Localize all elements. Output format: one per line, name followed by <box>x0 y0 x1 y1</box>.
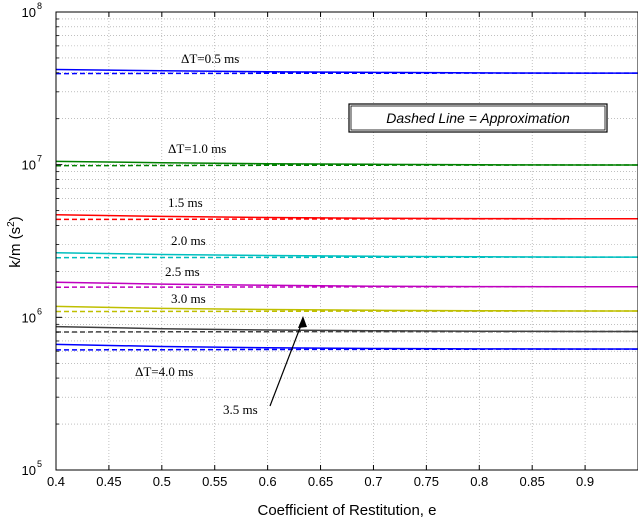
annotation-2-5: 2.5 ms <box>165 264 200 279</box>
y-tick-label: 10 <box>22 463 36 478</box>
x-tick-label: 0.8 <box>470 474 488 489</box>
series-line-solid <box>55 343 638 350</box>
annotation-1-5: 1.5 ms <box>168 195 203 210</box>
y-tick-label: 10 <box>22 158 36 173</box>
x-tick-label: 0.4 <box>47 474 65 489</box>
series-line-dashed <box>55 256 638 259</box>
series-line-solid <box>55 251 638 258</box>
x-tick-label: 0.5 <box>153 474 171 489</box>
svg-text:k/m (s2): k/m (s2) <box>6 216 24 267</box>
x-tick-label: 0.85 <box>520 474 545 489</box>
y-axis-label-text: k/m (s <box>7 227 24 268</box>
x-tick-label: 0.55 <box>202 474 227 489</box>
y-axis-label: k/m (s2) <box>6 216 24 267</box>
y-tick-label-exp: 6 <box>37 306 42 316</box>
x-tick-label: 0.7 <box>364 474 382 489</box>
annotation-labels: ΔT=0.5 ms ΔT=1.0 ms 1.5 ms 2.0 ms 2.5 ms… <box>135 51 258 417</box>
series-line-solid <box>55 305 638 312</box>
y-axis-label-close: ) <box>7 216 24 221</box>
series-layer <box>55 68 638 351</box>
y-tick-label-exp: 8 <box>37 1 42 11</box>
series-line-dashed <box>55 218 638 221</box>
grid <box>56 12 638 470</box>
plot-area-frame <box>55 11 638 471</box>
series-line-dashed <box>55 348 638 351</box>
y-tick-label-exp: 5 <box>37 459 42 469</box>
annotation-3-0: 3.0 ms <box>171 291 206 306</box>
annotation-dt-1-0: ΔT=1.0 ms <box>168 141 226 156</box>
series-line-solid <box>55 281 638 288</box>
x-tick-label: 0.9 <box>576 474 594 489</box>
annotation-2-0: 2.0 ms <box>171 233 206 248</box>
x-axis-label: Coefficient of Restitution, e <box>258 502 437 519</box>
series-line-solid <box>55 213 638 220</box>
series-line-dashed <box>55 330 638 333</box>
series-line-solid <box>55 325 638 333</box>
annotation-dt-4-0: ΔT=4.0 ms <box>135 364 193 379</box>
x-tick-label: 0.6 <box>259 474 277 489</box>
arrow-3-5 <box>269 316 307 407</box>
series-line-dashed <box>55 164 638 167</box>
series-line-dashed <box>55 72 638 75</box>
x-tick-label: 0.65 <box>308 474 333 489</box>
annotation-dt-0-5: ΔT=0.5 ms <box>181 51 239 66</box>
x-tick-label: 0.45 <box>96 474 121 489</box>
y-tick-label: 10 <box>22 310 36 325</box>
y-tick-label-exp: 7 <box>37 154 42 164</box>
annotation-3-5: 3.5 ms <box>223 402 258 417</box>
series-line-dashed <box>55 310 638 313</box>
y-axis-label-exp: 2 <box>6 221 17 227</box>
y-tick-label: 10 <box>22 5 36 20</box>
legend-box-text: Dashed Line = Approximation <box>386 110 570 126</box>
x-tick-label: 0.75 <box>414 474 439 489</box>
ticks-layer: 0.4 0.45 0.5 0.55 0.6 0.65 0.7 0.75 0.8 0.85 0.9 10… <box>22 1 595 489</box>
legend-box: Dashed Line = Approximation <box>348 103 608 133</box>
